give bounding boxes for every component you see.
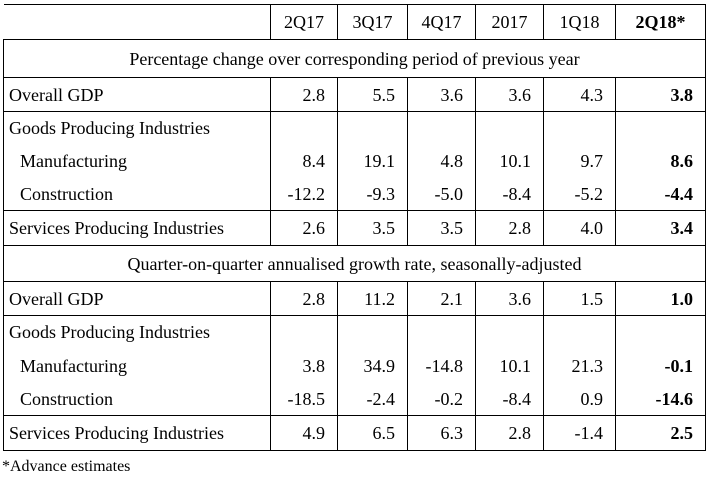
- table-cell: 2.8: [475, 415, 544, 451]
- row-label: Services Producing Industries: [3, 415, 271, 451]
- table-row: Goods Producing Industries: [3, 111, 706, 145]
- table-cell: 10.1: [475, 144, 544, 178]
- table-cell: 9.7: [543, 144, 616, 178]
- table-cell-current: -0.1: [615, 348, 706, 383]
- col-header: 2Q17: [270, 4, 338, 40]
- row-label: Goods Producing Industries: [3, 315, 271, 349]
- table-cell: 3.5: [407, 210, 476, 246]
- table-cell: 34.9: [337, 348, 408, 383]
- table-row: Construction -18.5 -2.4 -0.2 -8.4 0.9 -1…: [3, 382, 706, 416]
- table-cell: 4.8: [407, 144, 476, 178]
- table-cell: 3.6: [475, 77, 544, 112]
- col-header-current: 2Q18*: [615, 4, 706, 40]
- footnote: *Advance estimates: [2, 458, 131, 475]
- table-cell-current: -4.4: [615, 177, 706, 211]
- table-cell: -5.2: [543, 177, 616, 211]
- header-row: 2Q17 3Q17 4Q17 2017 1Q18 2Q18*: [3, 4, 706, 40]
- row-label: Services Producing Industries: [3, 210, 271, 246]
- table-row: Goods Producing Industries: [3, 315, 706, 349]
- table-cell: 2.1: [407, 281, 476, 316]
- table-cell: 11.2: [337, 281, 408, 316]
- table-cell: 2.6: [270, 210, 338, 246]
- table-cell: -14.8: [407, 348, 476, 383]
- table-row: Services Producing Industries 2.6 3.5 3.…: [3, 210, 706, 246]
- table-cell: -1.4: [543, 415, 616, 451]
- table-cell: -5.0: [407, 177, 476, 211]
- table-cell: 21.3: [543, 348, 616, 383]
- section-title: Percentage change over corresponding per…: [3, 39, 706, 78]
- table-row: Construction -12.2 -9.3 -5.0 -8.4 -5.2 -…: [3, 177, 706, 211]
- table-cell: 4.3: [543, 77, 616, 112]
- table-cell: 19.1: [337, 144, 408, 178]
- row-label: Construction: [3, 382, 271, 416]
- table-cell-current: 2.5: [615, 415, 706, 451]
- table-cell: 0.9: [543, 382, 616, 416]
- table-cell: -12.2: [270, 177, 338, 211]
- gdp-growth-table: 2Q17 3Q17 4Q17 2017 1Q18 2Q18* Percentag…: [3, 4, 706, 451]
- table-cell-current: 8.6: [615, 144, 706, 178]
- section-title-row: Quarter-on-quarter annualised growth rat…: [3, 245, 706, 282]
- row-label: Manufacturing: [3, 348, 271, 383]
- table-row: Services Producing Industries 4.9 6.5 6.…: [3, 415, 706, 451]
- header-blank-cell: [3, 4, 271, 40]
- table-cell: 2.8: [270, 281, 338, 316]
- table-cell: 6.5: [337, 415, 408, 451]
- table-cell: 4.9: [270, 415, 338, 451]
- row-label: Overall GDP: [3, 281, 271, 316]
- table-cell-current: 3.4: [615, 210, 706, 246]
- table-cell: -8.4: [475, 177, 544, 211]
- col-header: 2017: [475, 4, 544, 40]
- table-cell: 4.0: [543, 210, 616, 246]
- table-cell: 1.5: [543, 281, 616, 316]
- table-cell: 10.1: [475, 348, 544, 383]
- row-label: Construction: [3, 177, 271, 211]
- table-cell: 3.6: [475, 281, 544, 316]
- table-row: Overall GDP 2.8 5.5 3.6 3.6 4.3 3.8: [3, 77, 706, 112]
- table-cell: 2.8: [270, 77, 338, 112]
- row-label: Overall GDP: [3, 77, 271, 112]
- table-cell: 3.6: [407, 77, 476, 112]
- table-cell: 6.3: [407, 415, 476, 451]
- col-header: 1Q18: [543, 4, 616, 40]
- table-cell: -8.4: [475, 382, 544, 416]
- table-cell-current: 3.8: [615, 77, 706, 112]
- table-cell: 5.5: [337, 77, 408, 112]
- col-header: 3Q17: [337, 4, 408, 40]
- table-cell: -9.3: [337, 177, 408, 211]
- row-label: Manufacturing: [3, 144, 271, 178]
- table-cell-current: 1.0: [615, 281, 706, 316]
- row-label: Goods Producing Industries: [3, 111, 271, 145]
- table-cell-current: -14.6: [615, 382, 706, 416]
- table-cell: -18.5: [270, 382, 338, 416]
- table-cell: 8.4: [270, 144, 338, 178]
- table-row: Manufacturing 8.4 19.1 4.8 10.1 9.7 8.6: [3, 144, 706, 178]
- table-cell: 3.8: [270, 348, 338, 383]
- col-header: 4Q17: [407, 4, 476, 40]
- table-row: Overall GDP 2.8 11.2 2.1 3.6 1.5 1.0: [3, 281, 706, 316]
- section-title-row: Percentage change over corresponding per…: [3, 39, 706, 78]
- table-cell: 3.5: [337, 210, 408, 246]
- table-row: Manufacturing 3.8 34.9 -14.8 10.1 21.3 -…: [3, 348, 706, 383]
- section-title: Quarter-on-quarter annualised growth rat…: [3, 245, 706, 282]
- table-cell: -0.2: [407, 382, 476, 416]
- table-cell: 2.8: [475, 210, 544, 246]
- table-cell: -2.4: [337, 382, 408, 416]
